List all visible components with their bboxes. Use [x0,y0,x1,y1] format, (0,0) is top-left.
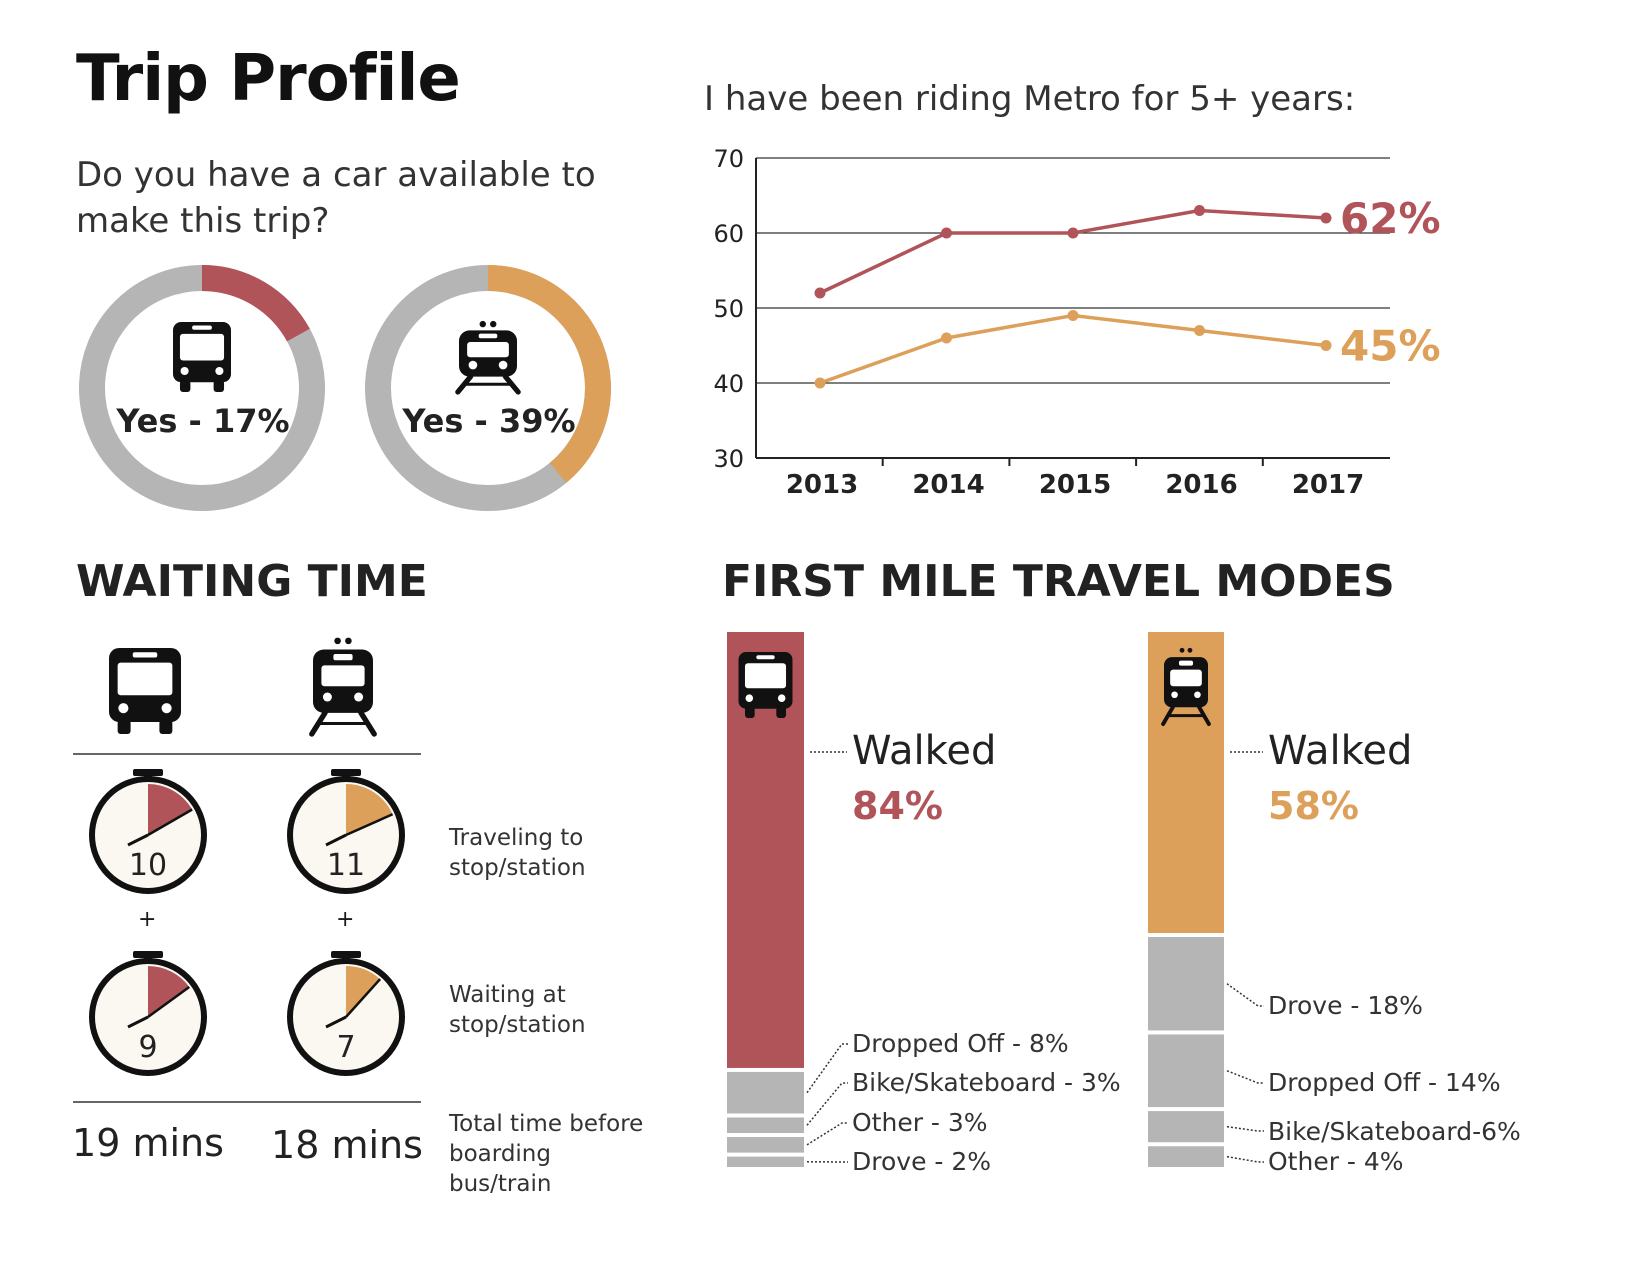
data-point [941,332,952,344]
donut-slice-bus [79,265,325,511]
riding-years-line-chart: 30 40 50 60 70 2013 2014 2015 2016 2017 62% 45% [713,145,1441,500]
data-point [941,227,952,239]
bus-icon [109,648,181,734]
bar-segment-bus [727,1156,804,1167]
plus-bus: + [138,907,157,932]
data-point [1320,340,1332,351]
leader-line [1226,1155,1264,1163]
line-chart-title: I have been riding Metro for 5+ years: [704,79,1356,119]
bus-seg-label: Drove - 2% [852,1147,992,1176]
x-tick-label: 2013 [786,470,858,500]
rail-walked-label: Walked [1268,728,1413,774]
leader-line [806,1043,848,1094]
train-icon [1161,647,1211,726]
first-mile-title: FIRST MILE TRAVEL MODES [722,556,1395,607]
leader-line [806,1082,848,1126]
bar-segment-bus [727,1117,804,1134]
data-point [1194,205,1205,216]
stopwatch-bus: 9 [89,951,207,1076]
row-label-waiting: Waiting at stop/station [449,982,586,1038]
bar-segment-rail [1148,937,1224,1031]
rail-seg-label: Other - 4% [1268,1147,1404,1176]
waiting-time-graphic: 10 11 9 7 [73,637,421,1103]
leader-line [806,1122,848,1146]
car-question: Do you have a car available to make this… [76,155,596,241]
waiting-time-title: WAITING TIME [76,556,428,607]
series-end-label: 62% [1340,194,1441,243]
data-point [814,377,826,389]
stopwatch-minutes: 10 [129,848,167,883]
stopwatch-wedge [148,784,193,835]
donut-slice-rail [365,265,611,511]
stopwatch-rail: 7 [287,951,405,1076]
stopwatch-minutes: 7 [336,1030,355,1065]
bus-walked-pct: 84% [852,784,943,828]
bus-seg-label: Bike/Skateboard - 3% [852,1068,1121,1097]
y-tick-label: 30 [713,445,744,473]
plus-rail: + [336,907,355,932]
x-tick-label: 2017 [1292,470,1364,500]
stopwatch-minutes: 11 [327,848,365,883]
y-tick-label: 70 [713,145,744,173]
total-bus: 19 mins [72,1121,224,1165]
bus-icon [738,652,793,718]
page-title: Trip Profile [76,42,461,116]
car-availability-donuts [79,265,611,511]
train-icon [455,320,521,395]
y-tick-label: 50 [713,295,744,323]
stopwatch-wedge [346,966,381,1017]
stopwatch-rail: 11 [287,769,405,894]
y-tick-label: 40 [713,370,744,398]
train-icon [309,637,377,737]
data-point [1320,212,1332,224]
bar-segment-bus [727,1137,804,1153]
x-tick-label: 2015 [1039,470,1111,500]
stopwatch-minutes: 9 [138,1030,157,1065]
rail-walked-pct: 58% [1268,784,1359,828]
data-point [1194,325,1205,336]
leader-line [1226,1125,1264,1132]
data-point [1067,227,1079,239]
stopwatch-wedge [148,966,190,1017]
bus-icon [173,322,231,392]
bar-segment-rail [1148,1034,1224,1108]
total-rail: 18 mins [271,1123,423,1167]
row-label-total: Total time before boarding bus/train [449,1111,644,1197]
series-end-label: 45% [1340,322,1441,371]
rail-seg-label: Drove - 18% [1268,991,1423,1020]
bar-segment-rail [1148,1146,1224,1167]
stopwatch-bus: 10 [89,769,207,894]
x-tick-label: 2016 [1165,470,1237,500]
rail-seg-label: Bike/Skateboard-6% [1268,1117,1521,1146]
y-tick-label: 60 [713,220,744,248]
row-label-traveling: Traveling to stop/station [449,825,586,881]
bar-segment-bus [727,1071,804,1114]
leader-line [1226,1070,1264,1084]
bus-seg-label: Other - 3% [852,1108,988,1137]
rail-seg-label: Dropped Off - 14% [1268,1068,1501,1097]
data-point [814,287,826,299]
donut-label-rail: Yes - 39% [402,402,576,440]
bar-segment-rail [1148,1111,1224,1143]
leader-line [1226,983,1264,1007]
donut-label-bus: Yes - 17% [116,402,290,440]
x-tick-label: 2014 [912,470,984,500]
bus-walked-label: Walked [852,728,997,774]
data-point [1067,310,1079,321]
bus-seg-label: Dropped Off - 8% [852,1029,1069,1058]
stopwatch-wedge [346,784,393,835]
